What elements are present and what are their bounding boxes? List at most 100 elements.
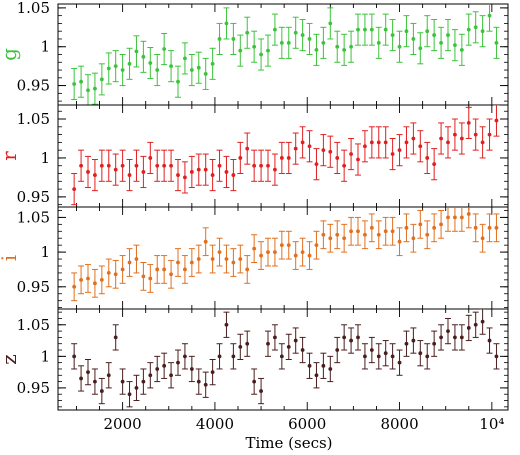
data-point <box>466 27 471 32</box>
data-point <box>155 68 160 72</box>
data-point <box>321 232 326 237</box>
data-point <box>189 367 194 371</box>
data-point <box>238 48 243 53</box>
data-point <box>286 156 291 160</box>
data-point <box>245 146 250 151</box>
data-point <box>217 250 222 255</box>
data-point <box>79 163 83 168</box>
data-point <box>321 363 326 368</box>
data-point <box>252 163 257 168</box>
data-point <box>148 61 153 65</box>
data-point <box>148 276 153 281</box>
data-point <box>300 250 305 255</box>
data-point <box>314 162 319 167</box>
data-point <box>86 276 90 281</box>
data-point <box>439 335 443 340</box>
data-point <box>141 379 146 384</box>
series-g <box>71 4 500 105</box>
y-tick-label: 1.05 <box>17 208 50 226</box>
data-point <box>224 322 229 327</box>
data-point <box>487 225 492 230</box>
data-point <box>148 156 153 160</box>
data-point <box>196 65 201 70</box>
data-point <box>183 175 187 180</box>
data-point <box>349 338 353 343</box>
data-point <box>473 132 478 137</box>
data-point <box>390 152 395 156</box>
data-point <box>238 344 243 349</box>
data-point <box>286 344 291 349</box>
y-tick-label: 0.95 <box>17 379 50 397</box>
series-z <box>71 309 500 408</box>
data-point <box>238 156 243 160</box>
data-point <box>411 136 416 141</box>
data-point <box>279 40 284 45</box>
y-tick-label: 1.05 <box>17 0 50 17</box>
panel-frame <box>57 206 509 310</box>
data-point <box>176 79 180 84</box>
x-tick-label: 8000 <box>380 415 418 433</box>
panel-g: 0.95 1 1.05 g <box>0 0 509 106</box>
series-i <box>71 207 500 302</box>
data-point <box>231 37 236 41</box>
data-point <box>203 239 208 244</box>
data-point <box>183 56 187 61</box>
band-label-r: r <box>0 151 21 161</box>
data-point <box>321 148 326 153</box>
data-point <box>314 373 319 378</box>
data-point <box>231 260 236 265</box>
data-point <box>300 33 305 37</box>
band-label-g: g <box>0 48 21 61</box>
data-point <box>183 267 187 272</box>
data-point <box>120 68 125 72</box>
data-point <box>155 267 160 272</box>
data-point <box>328 236 333 241</box>
band-label-z: z <box>0 354 21 365</box>
panel-z: 0.95 1 1.05 z <box>0 308 509 411</box>
data-point <box>120 163 125 168</box>
data-point <box>383 351 388 356</box>
data-point <box>363 27 367 32</box>
data-point <box>134 257 139 261</box>
data-point <box>459 215 464 220</box>
data-point <box>411 37 416 41</box>
data-point <box>432 33 437 37</box>
data-point <box>106 271 111 275</box>
data-point <box>134 386 139 390</box>
data-point <box>480 140 485 145</box>
data-point <box>72 82 77 86</box>
data-point <box>446 33 450 37</box>
data-point <box>196 167 201 172</box>
data-point <box>349 229 353 234</box>
data-point <box>72 354 77 359</box>
data-point <box>494 354 499 359</box>
y-tick-label: 1 <box>40 38 50 56</box>
data-point <box>259 52 263 57</box>
data-point <box>411 338 416 343</box>
data-point <box>432 341 437 346</box>
data-point <box>383 229 388 234</box>
data-point <box>425 354 430 359</box>
data-point <box>224 257 229 261</box>
x-axis-title: Time (secs) <box>245 434 332 452</box>
data-point <box>335 348 340 352</box>
data-point <box>155 367 160 371</box>
data-point <box>473 322 478 327</box>
data-point <box>404 29 409 34</box>
data-point <box>252 246 257 251</box>
data-point <box>162 163 167 168</box>
data-point <box>79 376 83 381</box>
data-point <box>210 173 215 177</box>
data-point <box>99 163 104 168</box>
data-point <box>99 277 104 282</box>
data-point <box>459 335 464 340</box>
data-point <box>224 170 229 174</box>
data-point <box>349 152 353 156</box>
data-point <box>328 21 333 26</box>
data-point <box>183 354 187 359</box>
data-point <box>363 354 367 359</box>
data-point <box>376 232 381 237</box>
data-point <box>86 170 90 174</box>
data-point <box>273 250 277 255</box>
data-point <box>446 215 450 220</box>
